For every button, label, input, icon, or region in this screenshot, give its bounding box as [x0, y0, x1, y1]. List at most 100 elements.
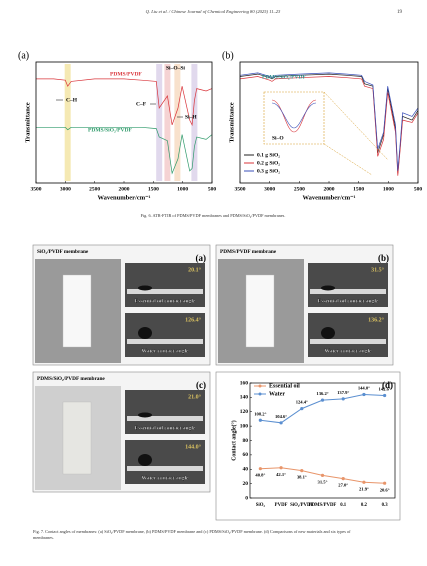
panel-title: PDMS/PVDF membrane: [220, 249, 277, 255]
x-tick-label: 3000: [264, 186, 275, 192]
y-tick-label: 60: [243, 452, 249, 458]
x-tick-label: SiO₂: [256, 503, 266, 508]
legend-marker: [258, 384, 262, 388]
x-tick-label: 0.3: [382, 503, 389, 508]
substrate: [310, 289, 386, 294]
droplet: [138, 285, 152, 291]
contact-angle: 31.5°: [371, 266, 385, 273]
figure-caption: Fig. 6. ATR-FTIR of PDMS/PVDF membranes …: [141, 213, 286, 218]
value-label: 38.1°: [297, 475, 307, 480]
contact-angle: 136.2°: [368, 316, 385, 323]
contact-angle: 20.1°: [188, 266, 202, 273]
x-tick-label: 1500: [353, 186, 364, 192]
y-axis-label: Transmittance: [24, 102, 31, 142]
photo-caption: Essential oil contact angle: [318, 298, 379, 304]
panel-label: (a): [18, 50, 29, 61]
photo-caption: Water contact angle: [142, 348, 190, 354]
membrane-photo: [245, 274, 275, 348]
data-point: [362, 480, 366, 484]
plot-frame: [239, 61, 419, 184]
x-tick-label: PVDF: [275, 503, 288, 508]
highlight-band: [164, 64, 171, 181]
running-header: Q. Liu et al. / Chinese Journal of Chemi…: [146, 9, 281, 14]
value-label: 42.1°: [276, 472, 286, 477]
spectrum-line: [36, 78, 213, 127]
membrane-photo: [62, 401, 92, 475]
spectrum-line: [239, 72, 419, 171]
y-tick-label: 120: [240, 409, 249, 415]
annotation: PDMS/SiO₂/PVDF: [262, 74, 306, 80]
contact-angle: 21.0°: [188, 393, 202, 400]
value-label: 144.0°: [358, 386, 370, 391]
x-axis-label: Wavenumber/cm⁻¹: [97, 194, 150, 201]
x-tick-label: SiO₂/PVDF: [290, 503, 313, 508]
y-tick-label: 40: [243, 467, 249, 473]
droplet: [138, 454, 152, 466]
substrate: [127, 289, 203, 294]
chart-panel: [215, 371, 401, 521]
value-label: 142.6°: [379, 387, 391, 392]
y-tick-label: 80: [243, 438, 249, 444]
plot-frame: [249, 382, 396, 499]
x-tick-label: 500: [414, 186, 423, 192]
data-point: [383, 393, 387, 398]
highlight-band: [156, 64, 163, 181]
substrate: [310, 339, 386, 344]
value-label: 108.2°: [254, 411, 266, 416]
x-tick-label: 3500: [31, 186, 42, 192]
angle-photo: [125, 440, 205, 484]
x-tick-label: 0.1: [340, 503, 347, 508]
y-tick-label: 20: [243, 481, 249, 487]
data-point: [258, 418, 262, 422]
value-label: 31.5°: [318, 479, 328, 484]
legend-marker: [258, 392, 262, 396]
panel-label: (d): [382, 380, 393, 390]
value-label: 124.4°: [296, 400, 308, 405]
y-tick-label: 160: [240, 380, 249, 386]
data-point: [300, 469, 304, 473]
value-label: 104.6°: [275, 414, 287, 419]
highlight-band: [64, 64, 71, 181]
spectrum-line: [239, 76, 419, 176]
angle-photo: [125, 390, 205, 434]
photo-caption: Essential oil contact angle: [135, 298, 196, 304]
annotation: Si–O: [272, 135, 284, 141]
x-tick-label: PDMS/PVDF: [309, 503, 337, 508]
value-label: 137.9°: [337, 390, 349, 395]
panel-label: (b): [378, 253, 389, 263]
data-point: [279, 466, 283, 470]
legend-label: Water: [269, 391, 285, 397]
photo-caption: Water contact angle: [325, 348, 373, 354]
figure-caption: membranes.: [33, 535, 54, 540]
data-point: [300, 406, 304, 411]
data-point: [320, 398, 325, 402]
substrate: [127, 466, 203, 471]
data-point: [279, 421, 283, 425]
x-tick-label: 0.2: [361, 503, 368, 508]
x-tick-label: 2500: [294, 186, 305, 192]
value-label: 27.0°: [338, 483, 348, 488]
x-tick-label: 3000: [60, 186, 71, 192]
droplet: [321, 285, 335, 291]
spectrum-line: [36, 126, 213, 175]
value-label: 20.6°: [380, 487, 390, 492]
inset-curve: [271, 102, 317, 129]
data-point: [341, 476, 345, 481]
x-tick-label: 500: [208, 186, 217, 192]
data-point: [258, 467, 262, 471]
x-tick-label: 2000: [119, 186, 130, 192]
angle-photo: [125, 263, 205, 307]
plot-frame: [35, 61, 213, 184]
angle-photo: [308, 313, 388, 357]
y-tick-label: 0: [245, 495, 248, 501]
legend-label: 0.2 g SiO₂: [257, 160, 280, 166]
x-tick-label: 3500: [235, 186, 246, 192]
peak-annotation: C–H: [66, 97, 78, 103]
data-point: [383, 481, 387, 485]
angle-photo: [308, 263, 388, 307]
value-label: 40.8°: [255, 473, 265, 478]
series-label: PDMS/PVDF: [110, 71, 142, 77]
x-tick-label: 1500: [148, 186, 159, 192]
panel-label: (b): [222, 50, 234, 61]
